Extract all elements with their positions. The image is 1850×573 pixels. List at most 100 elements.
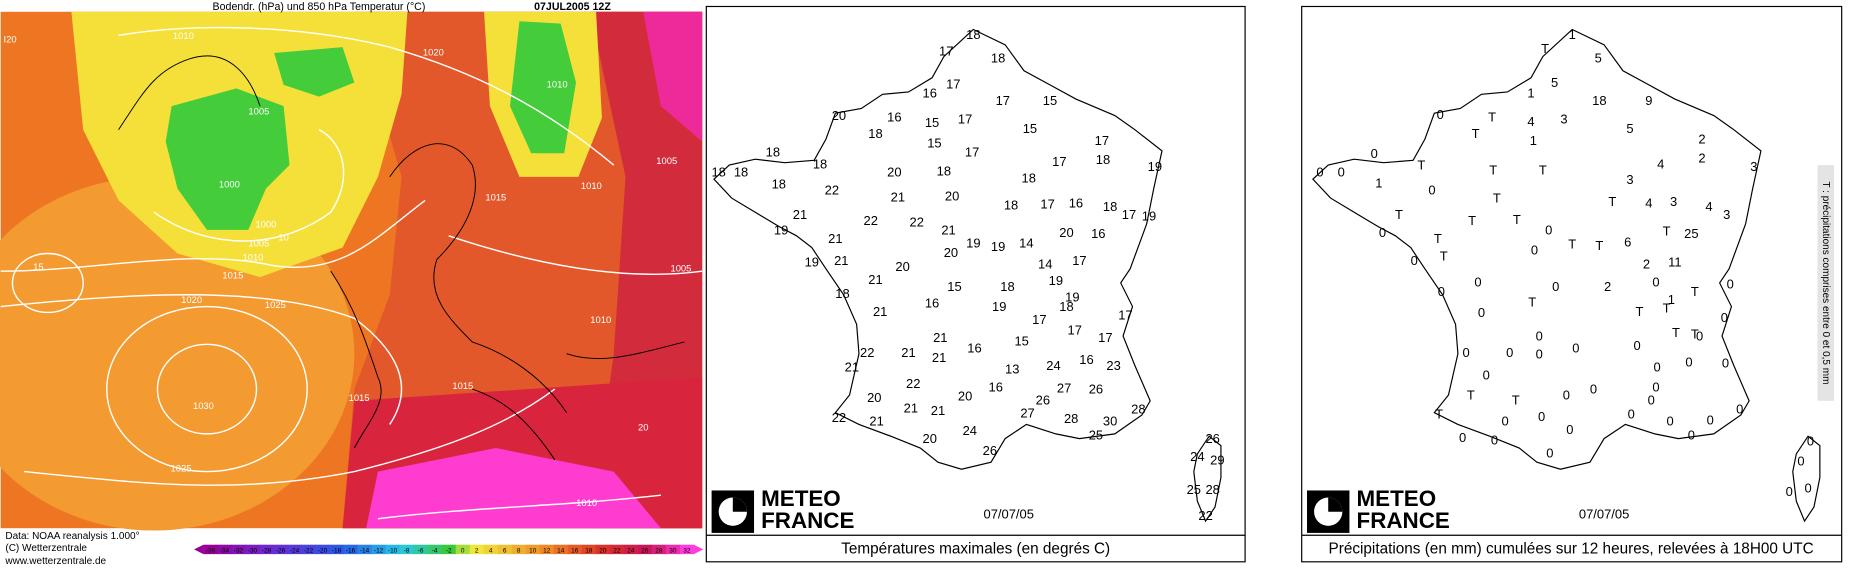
colorbar-tick-label: -10 bbox=[388, 547, 398, 554]
colorbar-swatch bbox=[329, 544, 344, 555]
map-date: 07/07/05 bbox=[1579, 507, 1629, 522]
colorbar-tick-label: -20 bbox=[318, 547, 328, 554]
station-value: 18 bbox=[835, 286, 849, 301]
colorbar-tick-label: -32 bbox=[234, 547, 244, 554]
isobar-label: 1030 bbox=[193, 400, 214, 411]
station-value: 17 bbox=[965, 145, 979, 160]
colorbar-swatch bbox=[287, 544, 302, 555]
colorbar-swatch bbox=[343, 544, 358, 555]
station-value: 25 bbox=[1089, 428, 1103, 443]
colorbar-swatch bbox=[539, 544, 555, 555]
station-value: 0 bbox=[1546, 445, 1553, 460]
station-value: 0 bbox=[1721, 310, 1728, 325]
colorbar-tick-label: -8 bbox=[404, 547, 410, 554]
station-value: 29 bbox=[1210, 452, 1224, 467]
colorbar-tick-label: 30 bbox=[669, 547, 677, 554]
colorbar-swatch bbox=[665, 544, 681, 555]
station-value: 20 bbox=[1059, 225, 1073, 240]
colorbar-tick-label: 26 bbox=[641, 547, 649, 554]
station-value: 21 bbox=[931, 403, 945, 418]
colder-area bbox=[509, 21, 577, 154]
colorbar-swatch bbox=[595, 544, 611, 555]
station-value: 17 bbox=[1052, 154, 1066, 169]
station-value: 0 bbox=[1807, 434, 1814, 449]
station-value: T bbox=[1691, 326, 1699, 341]
colorbar-swatch bbox=[553, 544, 569, 555]
station-value: 22 bbox=[832, 410, 846, 425]
station-value: T bbox=[1395, 207, 1403, 222]
colder-area bbox=[274, 47, 355, 97]
station-value: 17 bbox=[946, 76, 960, 91]
station-value: 22 bbox=[1198, 508, 1212, 523]
station-value: 18 bbox=[937, 164, 951, 179]
station-value: 4 bbox=[1705, 199, 1712, 214]
station-value: 17 bbox=[1040, 197, 1054, 212]
station-value: 22 bbox=[825, 182, 839, 197]
station-value: 3 bbox=[1723, 207, 1730, 222]
station-value: 19 bbox=[774, 223, 788, 238]
station-value: 0 bbox=[1538, 409, 1545, 424]
station-value: 18 bbox=[1096, 152, 1110, 167]
colorbar-tick-label: 4 bbox=[489, 547, 493, 554]
station-value: 17 bbox=[1095, 133, 1109, 148]
station-value: 21 bbox=[868, 272, 882, 287]
station-value: 20 bbox=[832, 108, 846, 123]
colorbar-tick-label: 2 bbox=[475, 547, 479, 554]
colorbar-tick-label: 14 bbox=[557, 547, 565, 554]
colorbar-tick-label: 22 bbox=[613, 547, 621, 554]
station-value: 21 bbox=[932, 350, 946, 365]
colorbar-tick-label: 6 bbox=[503, 547, 507, 554]
station-value: T bbox=[1493, 191, 1501, 206]
station-value: 18 bbox=[1022, 171, 1036, 186]
station-value: 0 bbox=[1474, 274, 1481, 289]
isobar-label: 1025 bbox=[265, 299, 286, 310]
colorbar-swatch bbox=[245, 544, 260, 555]
logo-text: FRANCE bbox=[1357, 508, 1450, 533]
station-value: 17 bbox=[1072, 253, 1086, 268]
colorbar-swatch bbox=[427, 544, 443, 555]
station-value: 19 bbox=[992, 299, 1006, 314]
station-value: 21 bbox=[873, 304, 887, 319]
station-value: 17 bbox=[1098, 330, 1112, 345]
station-value: 0 bbox=[1652, 379, 1659, 394]
station-value: 25 bbox=[1684, 226, 1698, 241]
station-value: 14 bbox=[1019, 235, 1033, 250]
colorbar-swatch bbox=[231, 544, 246, 555]
station-value: 3 bbox=[1750, 159, 1757, 174]
station-value: 17 bbox=[1122, 207, 1136, 222]
station-value: 3 bbox=[1560, 112, 1567, 127]
station-value: 23 bbox=[1106, 358, 1120, 373]
station-value: 22 bbox=[860, 345, 874, 360]
station-value: 0 bbox=[1536, 329, 1543, 344]
colorbar-tick-label: 20 bbox=[599, 547, 607, 554]
station-value: 0 bbox=[1688, 428, 1695, 443]
station-value: 13 bbox=[1005, 362, 1019, 377]
station-value: 21 bbox=[869, 414, 883, 429]
colorbar-tick-label: -14 bbox=[360, 547, 370, 554]
station-value: 17 bbox=[1118, 307, 1132, 322]
colorbar-tick-label: 10 bbox=[529, 547, 537, 554]
station-value: 18 bbox=[1592, 93, 1606, 108]
station-value: 0 bbox=[1652, 274, 1659, 289]
colorbar-tick-label: 12 bbox=[543, 547, 551, 554]
station-value: 16 bbox=[887, 109, 901, 124]
station-value: 0 bbox=[1438, 284, 1445, 299]
station-value: T bbox=[1663, 300, 1671, 315]
isobar-label: 15 bbox=[33, 261, 43, 272]
station-value: 2 bbox=[1698, 132, 1705, 147]
colorbar-swatch bbox=[637, 544, 653, 555]
station-value: 0 bbox=[1590, 382, 1597, 397]
station-value: 0 bbox=[1685, 355, 1692, 370]
station-value: 28 bbox=[1205, 482, 1219, 497]
precipitation-panel: METEO FRANCE 07/07/05 Précipitations (en… bbox=[1301, 5, 1843, 563]
station-value: 0 bbox=[1654, 359, 1661, 374]
isobar-label: 1010 bbox=[547, 78, 568, 89]
isobar-label: 20 bbox=[638, 421, 648, 432]
colorbar-tick-label: 8 bbox=[517, 547, 521, 554]
station-value: 0 bbox=[1786, 484, 1793, 499]
colorbar-swatch bbox=[385, 544, 400, 555]
station-value: 0 bbox=[1545, 223, 1552, 238]
station-value: 0 bbox=[1379, 225, 1386, 240]
